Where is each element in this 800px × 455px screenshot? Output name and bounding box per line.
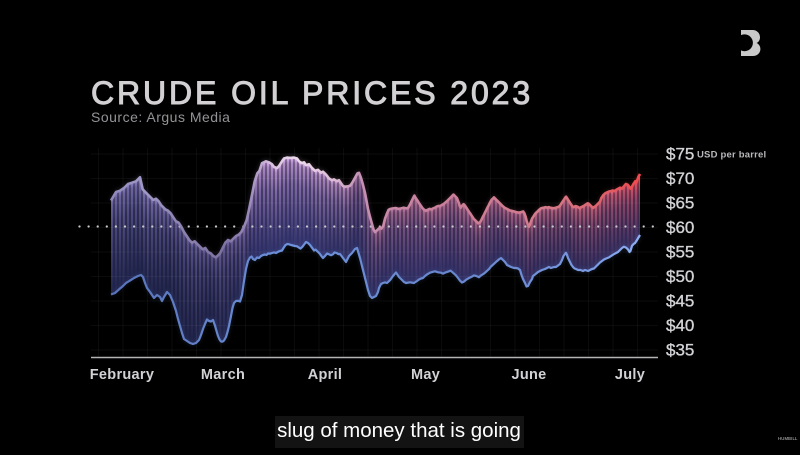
svg-text:$50: $50 xyxy=(666,267,694,286)
svg-text:$35: $35 xyxy=(666,341,694,360)
svg-text:March: March xyxy=(201,367,245,383)
svg-text:February: February xyxy=(90,367,154,383)
svg-text:$40: $40 xyxy=(666,316,694,335)
svg-text:$55: $55 xyxy=(666,243,694,262)
svg-text:July: July xyxy=(615,367,645,383)
svg-text:$45: $45 xyxy=(666,292,694,311)
svg-text:$60: $60 xyxy=(666,218,694,237)
svg-text:$75: $75 xyxy=(666,145,694,164)
svg-text:slug of money that is going: slug of money that is going xyxy=(277,419,521,442)
svg-text:April: April xyxy=(308,367,343,383)
svg-text:USD per barrel: USD per barrel xyxy=(697,150,766,161)
svg-text:HUMBILL: HUMBILL xyxy=(778,436,798,441)
svg-text:$65: $65 xyxy=(666,194,694,213)
svg-text:June: June xyxy=(511,367,546,383)
svg-text:CRUDE OIL PRICES 2023: CRUDE OIL PRICES 2023 xyxy=(91,75,533,111)
svg-text:May: May xyxy=(411,367,440,383)
svg-text:$70: $70 xyxy=(666,169,694,188)
svg-text:Source: Argus Media: Source: Argus Media xyxy=(91,109,230,125)
